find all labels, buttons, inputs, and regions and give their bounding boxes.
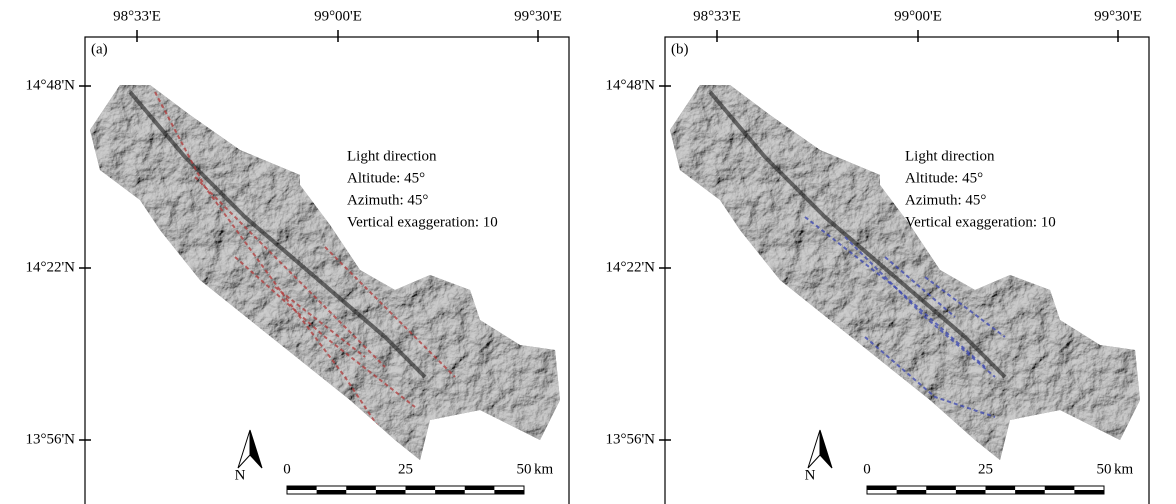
scale-label: 0 [283,461,291,477]
scale-unit: km [1114,461,1134,477]
north-arrow [237,429,251,469]
scale-segment [435,490,465,494]
north-label: N [235,467,246,483]
lineament [324,246,456,378]
legend-text: Azimuth: 45° [347,192,428,208]
legend-text: Light direction [905,148,995,164]
lat-label: 13°56'N [25,431,75,447]
north-arrow [807,429,821,469]
scale-segment [926,486,956,490]
valley [708,90,1007,379]
scale-segment [867,486,897,490]
scale-segment [985,486,1016,490]
scale-segment [1015,490,1045,494]
panel-label: (a) [91,41,108,57]
map-frame [84,36,570,504]
lat-label: 14°22'N [605,259,655,275]
lineament [924,276,1006,338]
hillshade [670,85,1140,460]
scale-bar [286,485,525,495]
scale-unit: km [534,461,554,477]
panel-label: (b) [671,41,689,57]
scale-segment [287,486,317,490]
lineament [844,236,996,378]
scale-bar [866,485,1105,495]
map-panel: 98°33'E 99°00'E 99°30'E 14°48'N 14°22'N 13°56… [25,8,570,504]
scale-segment [955,490,986,494]
legend-text: Light direction [347,148,437,164]
legend-text: Vertical exaggeration: 10 [905,214,1056,230]
terrain-relief [670,85,1140,460]
scale-segment [375,490,406,494]
north-arrow [819,429,833,469]
lon-label: 98°33'E [693,8,741,24]
map-panel: 98°33'E 99°00'E 99°30'E 14°48'N 14°22'N 13°56… [605,8,1150,504]
scale-label: 50 [1097,461,1112,477]
lineament [234,256,416,408]
terrain [670,85,1140,460]
lineament [274,286,366,358]
terrain-relief [90,85,560,460]
valley [128,90,427,379]
lat-label: 14°48'N [25,77,75,93]
lon-label: 98°33'E [113,8,161,24]
scale-segment [1044,486,1075,490]
lat-label: 14°48'N [605,77,655,93]
terrain [90,85,560,460]
north-label: N [805,467,816,483]
scale-label: 50 [517,461,532,477]
scale-segment [316,490,347,494]
legend-text: Azimuth: 45° [905,192,986,208]
lineament [194,176,386,368]
scale-segment [464,486,495,490]
lon-label: 99°30'E [514,8,562,24]
lon-label: 99°00'E [894,8,942,24]
scale-label: 0 [863,461,871,477]
scale-segment [494,490,524,494]
map-frame [664,36,1150,504]
scale-segment [1074,490,1104,494]
lineament [154,91,386,438]
scale-segment [896,490,927,494]
scale-segment [405,486,436,490]
legend-text: Vertical exaggeration: 10 [347,214,498,230]
hillshade [90,85,560,460]
legend-text: Altitude: 45° [905,170,983,186]
scale-segment [346,486,376,490]
legend-text: Altitude: 45° [347,170,425,186]
scale-label: 25 [398,461,413,477]
north-arrow [249,429,263,469]
lat-label: 13°56'N [605,431,655,447]
lineament [864,336,996,418]
lon-label: 99°00'E [314,8,362,24]
lat-label: 14°22'N [25,259,75,275]
scale-label: 25 [978,461,993,477]
lineament [884,256,956,318]
lon-label: 99°30'E [1094,8,1142,24]
